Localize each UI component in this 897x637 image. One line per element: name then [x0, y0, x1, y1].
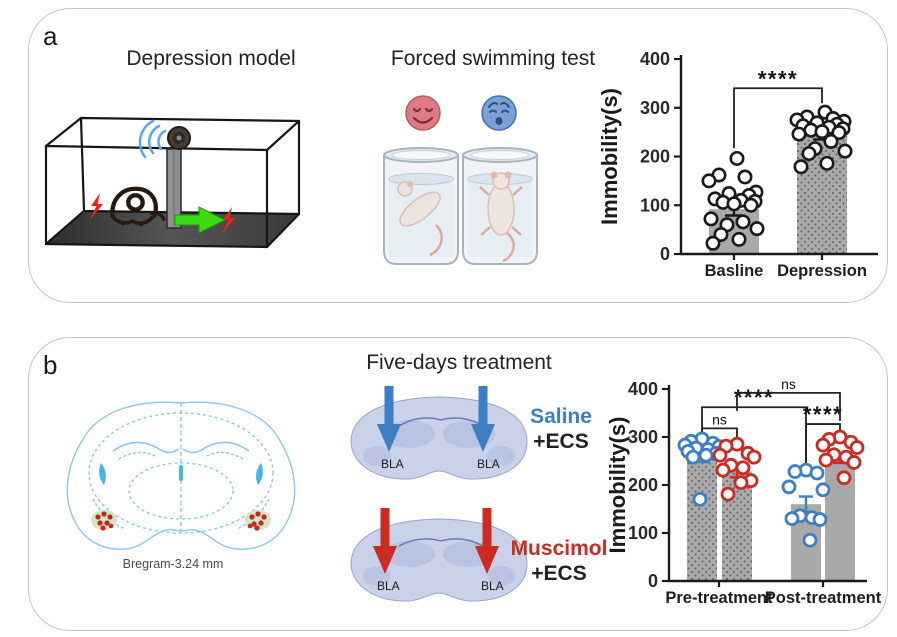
svg-text:100: 100 [628, 523, 658, 543]
svg-text:200: 200 [628, 475, 658, 495]
bla-injection-site-right [245, 510, 271, 531]
chart-baseline-vs-depression: 0 100 200 300 400 Immobility(s) Basline Depress… [593, 37, 888, 287]
svg-text:200: 200 [640, 147, 670, 167]
svg-text:****: **** [758, 66, 798, 91]
histology-slices: BLA BLA BLA BLA [350, 386, 528, 602]
bla-label: BLA [381, 457, 404, 471]
svg-text:300: 300 [640, 98, 670, 118]
panel-a-label: a [43, 21, 58, 51]
shock-floor [46, 211, 299, 247]
bla-label: BLA [377, 579, 400, 593]
svg-text:Post-treatment: Post-treatment [765, 589, 882, 607]
atlas-caption: Bregram-3.24 mm [123, 557, 224, 571]
atlas-ventricles [99, 463, 263, 485]
saline-group-label: Saline +ECS [530, 405, 592, 453]
treatment-title: Five-days treatment [366, 351, 552, 374]
chart-pre-vs-post-treatment: 0 100 200 300 400 Immobility(s) Pre-treatment P… [599, 353, 891, 631]
svg-text:Immobility(s): Immobility(s) [597, 88, 622, 225]
svg-text:****: **** [734, 385, 774, 410]
box-wireframe [44, 116, 301, 249]
forced-swimming-title: Forced swimming test [390, 47, 596, 70]
svg-text:Depression: Depression [777, 262, 867, 280]
svg-text:0: 0 [648, 571, 658, 591]
chart-b-svg: 0 100 200 300 400 Immobility(s) Pre-treatmentP… [605, 376, 882, 607]
svg-text:400: 400 [628, 379, 658, 399]
panel-b: b Five-days treatment [28, 337, 888, 631]
svg-text:0: 0 [660, 244, 670, 264]
svg-text:ns: ns [781, 376, 796, 392]
sad-face-icon [481, 95, 517, 131]
floating-mouse [479, 171, 523, 263]
sound-waves-icon [138, 119, 167, 159]
svg-text:100: 100 [640, 195, 670, 215]
depression-model-title: Depression model [126, 47, 296, 70]
bla-label: BLA [481, 579, 504, 593]
svg-text:****: **** [803, 402, 843, 427]
shuttle-box-illustration [44, 116, 301, 249]
brain-atlas: Bregram-3.24 mm [66, 401, 296, 571]
mouse-silhouette [110, 186, 166, 227]
beaker-floating-mouse [462, 147, 538, 265]
speaker-icon [167, 126, 191, 150]
svg-text:300: 300 [628, 427, 658, 447]
chart-a-svg: 0 100 200 300 400 Immobility(s) Basline Depress… [597, 49, 878, 280]
svg-text:400: 400 [640, 49, 670, 69]
muscimol-group-label: Muscimol +ECS [510, 537, 608, 585]
muscimol-slice: BLA BLA [350, 508, 528, 602]
saline-slice: BLA BLA [350, 386, 528, 480]
happy-face-icon [405, 95, 441, 131]
crossing-arrow [174, 206, 227, 234]
svg-text:ns: ns [712, 411, 727, 427]
forced-swim-illustration [383, 95, 538, 265]
svg-text:Basline: Basline [705, 262, 764, 280]
bla-label: BLA [477, 457, 500, 471]
panel-b-label: b [43, 350, 58, 380]
svg-text:Immobility(s): Immobility(s) [605, 417, 630, 554]
swimming-mouse [397, 181, 443, 257]
bla-injection-site-left [91, 510, 117, 531]
beaker-swimming-mouse [383, 147, 459, 265]
svg-text:Pre-treatment: Pre-treatment [665, 589, 773, 607]
panel-a: a Depression model [28, 8, 888, 303]
